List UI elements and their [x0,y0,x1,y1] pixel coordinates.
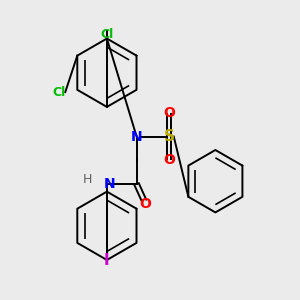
Text: Cl: Cl [53,85,66,98]
Text: O: O [164,153,175,167]
Text: N: N [131,130,142,144]
Text: H: H [83,173,92,186]
Text: N: N [104,177,116,191]
Text: O: O [164,106,175,120]
Text: S: S [164,129,175,144]
Text: I: I [104,253,110,268]
Text: Cl: Cl [100,28,113,40]
Text: O: O [140,196,152,211]
